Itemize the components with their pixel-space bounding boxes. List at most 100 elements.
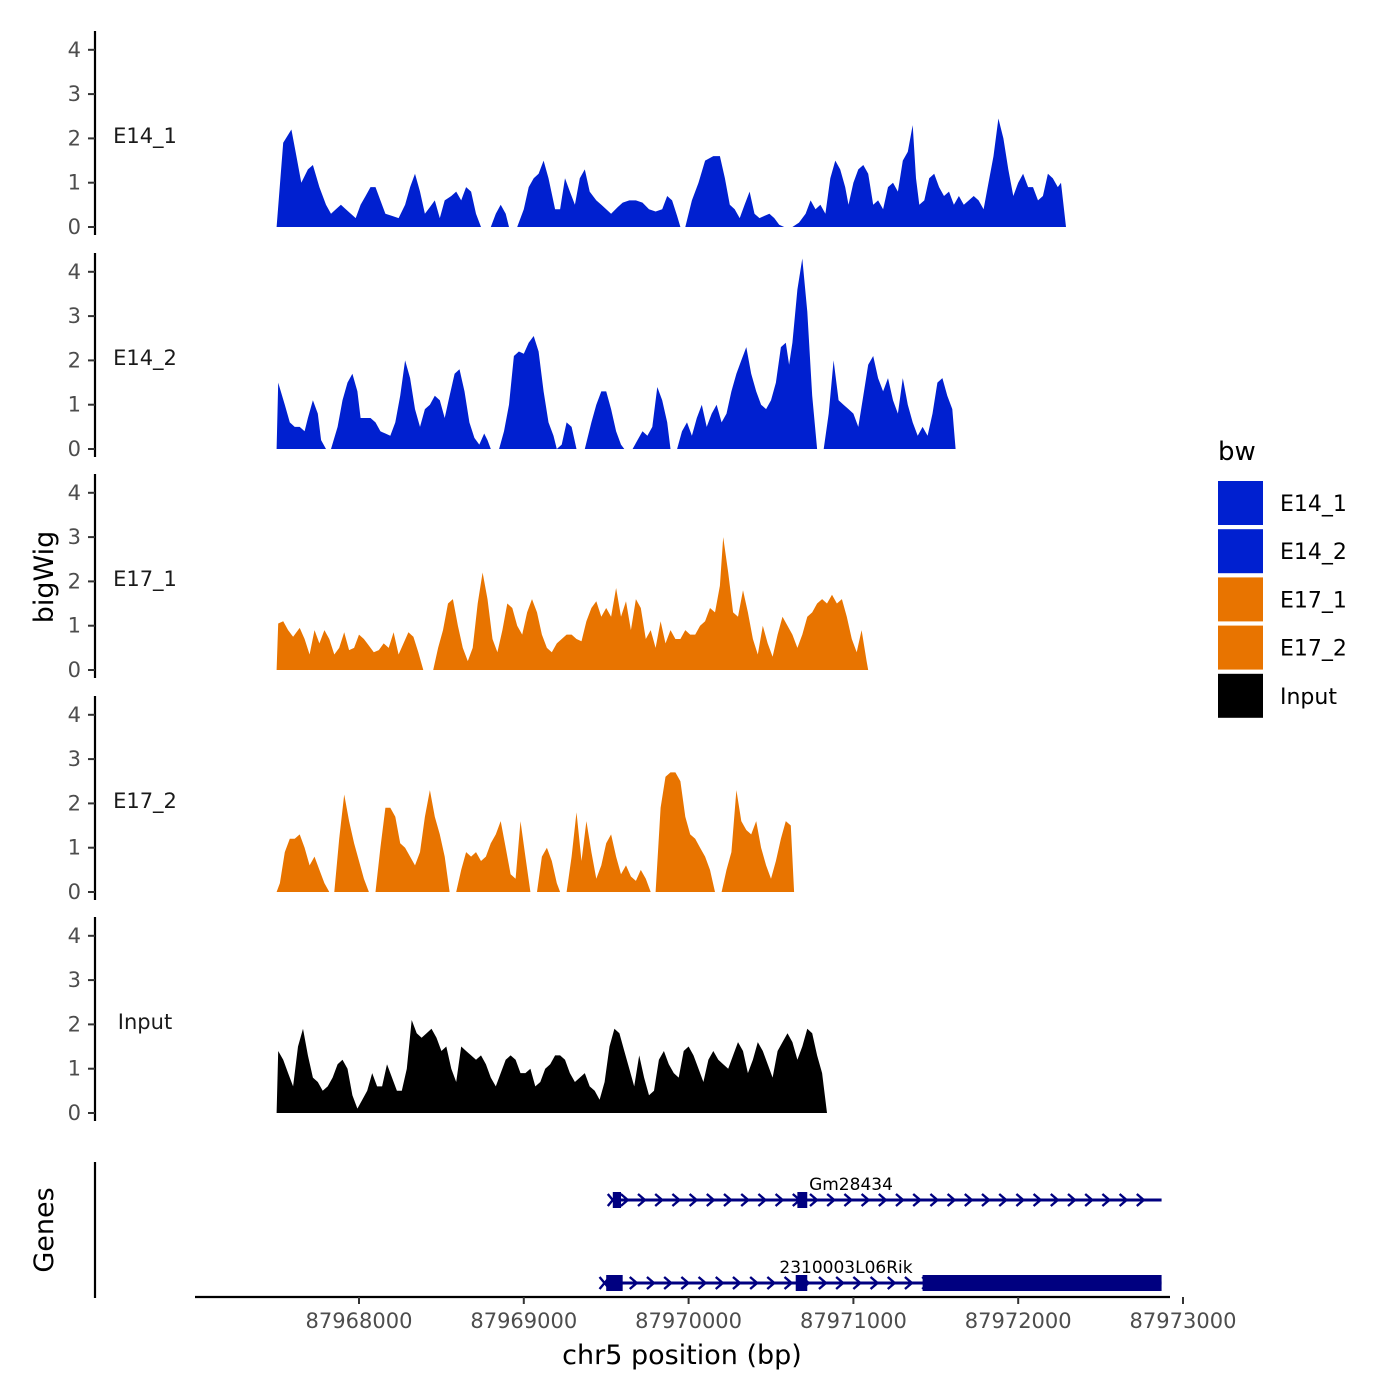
x-axis: 87968000 87969000 87970000 87971000 87972000… bbox=[195, 1295, 1237, 1333]
track-e17-1: 0 1 2 3 4 E17_1 bbox=[68, 474, 869, 682]
strand-arrow bbox=[774, 1193, 785, 1207]
y-tick-label: 0 bbox=[68, 1101, 81, 1125]
y-tick-label: 1 bbox=[68, 1057, 81, 1081]
gene-exon bbox=[795, 1275, 808, 1291]
y-tick-label: 3 bbox=[68, 304, 81, 328]
strand-arrow bbox=[723, 1193, 733, 1207]
legend-swatch bbox=[1218, 625, 1263, 670]
y-tick-label: 0 bbox=[68, 437, 81, 461]
y-tick-label: 2 bbox=[68, 569, 81, 593]
coverage-area bbox=[276, 118, 1073, 227]
strand-arrow bbox=[929, 1193, 940, 1207]
strand-arrow bbox=[1118, 1193, 1129, 1207]
legend-label: E14_2 bbox=[1280, 540, 1347, 565]
gene-exon bbox=[606, 1275, 623, 1291]
legend-entry-e17-2: E17_2 bbox=[1218, 625, 1347, 670]
strand-arrow bbox=[869, 1276, 880, 1290]
strand-arrow bbox=[732, 1276, 742, 1290]
strand-arrow bbox=[697, 1276, 708, 1290]
strand-arrow bbox=[714, 1276, 725, 1290]
strand-arrow bbox=[886, 1276, 897, 1290]
genes-axis-title: Genes bbox=[29, 1187, 60, 1272]
y-tick-label: 1 bbox=[68, 393, 81, 417]
legend-swatch bbox=[1218, 529, 1263, 574]
legend-entry-input: Input bbox=[1218, 673, 1337, 718]
legend-label: E17_2 bbox=[1280, 637, 1347, 662]
gene-label: Gm28434 bbox=[809, 1175, 893, 1195]
strand-arrow bbox=[646, 1276, 656, 1290]
strand-arrow bbox=[637, 1193, 647, 1207]
strand-arrow bbox=[1050, 1193, 1060, 1207]
legend-label: Input bbox=[1280, 685, 1337, 710]
strand-arrow bbox=[843, 1193, 854, 1207]
track-label: Input bbox=[118, 1010, 172, 1034]
y-tick-label: 3 bbox=[68, 82, 81, 106]
legend-label: E17_1 bbox=[1280, 588, 1347, 613]
x-tick-label: 87971000 bbox=[800, 1309, 907, 1333]
track-e14-1: 0 1 2 3 4 E14_1 bbox=[68, 31, 1073, 239]
track-label: E14_1 bbox=[113, 124, 177, 149]
track-e14-2: 0 1 2 3 4 E14_2 bbox=[68, 253, 956, 461]
strand-arrow bbox=[998, 1193, 1009, 1207]
strand-arrow bbox=[749, 1276, 759, 1290]
strand-arrow bbox=[783, 1276, 794, 1290]
strand-arrow bbox=[852, 1276, 863, 1290]
legend-entry-e14-2: E14_2 bbox=[1218, 529, 1347, 574]
y-tick-label: 4 bbox=[68, 481, 81, 505]
y-tick-label: 2 bbox=[68, 126, 81, 150]
legend-swatch bbox=[1218, 481, 1263, 525]
strand-arrow bbox=[1136, 1193, 1146, 1207]
strand-arrow bbox=[1101, 1193, 1112, 1207]
y-tick-label: 3 bbox=[68, 525, 81, 549]
x-tick-label: 87968000 bbox=[306, 1309, 413, 1333]
y-tick-label: 4 bbox=[68, 703, 81, 727]
y-tick-label: 4 bbox=[68, 260, 81, 284]
legend-title: bw bbox=[1218, 437, 1256, 467]
strand-arrow bbox=[1032, 1193, 1043, 1207]
strand-arrow bbox=[964, 1193, 974, 1207]
track-input: 0 1 2 3 4 Input bbox=[68, 917, 828, 1125]
x-tick-label: 87973000 bbox=[1130, 1309, 1237, 1333]
legend-entry-e17-1: E17_1 bbox=[1218, 577, 1347, 622]
track-label: E17_1 bbox=[113, 567, 177, 592]
gene-exon bbox=[922, 1275, 1162, 1291]
strand-arrow bbox=[835, 1276, 845, 1290]
strand-arrow bbox=[757, 1193, 768, 1207]
strand-arrow bbox=[663, 1276, 673, 1290]
strand-arrow bbox=[895, 1193, 905, 1207]
gene-exon bbox=[612, 1192, 622, 1208]
x-tick-label: 87972000 bbox=[965, 1309, 1072, 1333]
strand-arrow bbox=[818, 1276, 828, 1290]
y-tick-label: 3 bbox=[68, 747, 81, 771]
gene-gm28434: Gm28434 bbox=[606, 1175, 1162, 1208]
strand-arrow bbox=[912, 1193, 923, 1207]
strand-arrow bbox=[946, 1193, 957, 1207]
legend-label: E14_1 bbox=[1280, 492, 1347, 517]
y-tick-label: 4 bbox=[68, 924, 81, 948]
coverage-area bbox=[276, 1020, 828, 1113]
coverage-area bbox=[276, 537, 869, 670]
y-tick-label: 1 bbox=[68, 171, 81, 195]
strand-arrow bbox=[809, 1193, 819, 1207]
y-axis-title: bigWig bbox=[29, 531, 60, 624]
strand-arrow bbox=[1067, 1193, 1077, 1207]
strand-arrow bbox=[904, 1276, 914, 1290]
y-tick-label: 0 bbox=[68, 880, 81, 904]
track-e17-2: 0 1 2 3 4 E17_2 bbox=[68, 696, 795, 904]
strand-arrow bbox=[878, 1193, 888, 1207]
strand-arrow bbox=[671, 1193, 682, 1207]
gene-exon bbox=[797, 1192, 808, 1208]
x-axis-title: chr5 position (bp) bbox=[562, 1340, 802, 1371]
strand-arrow bbox=[740, 1193, 751, 1207]
genes-layer: Gm28434 2310003L06Rik bbox=[93, 1162, 1162, 1298]
legend: E14_1 E14_2 E17_1 E17_2 Input bbox=[1218, 481, 1347, 718]
tracks-layer: 0 1 2 3 4 E14_1 0 1 2 3 4 E14_2 0 1 2 3 4 E17_1 0 1 2 3 4 E17_2… bbox=[68, 31, 1073, 1125]
legend-swatch bbox=[1218, 673, 1263, 718]
y-tick-label: 1 bbox=[68, 614, 81, 638]
coverage-area bbox=[276, 772, 795, 892]
y-tick-label: 2 bbox=[68, 791, 81, 815]
strand-arrow bbox=[766, 1276, 777, 1290]
strand-arrow bbox=[620, 1193, 630, 1207]
gene-2310003l06rik: 2310003L06Rik bbox=[598, 1258, 1162, 1291]
